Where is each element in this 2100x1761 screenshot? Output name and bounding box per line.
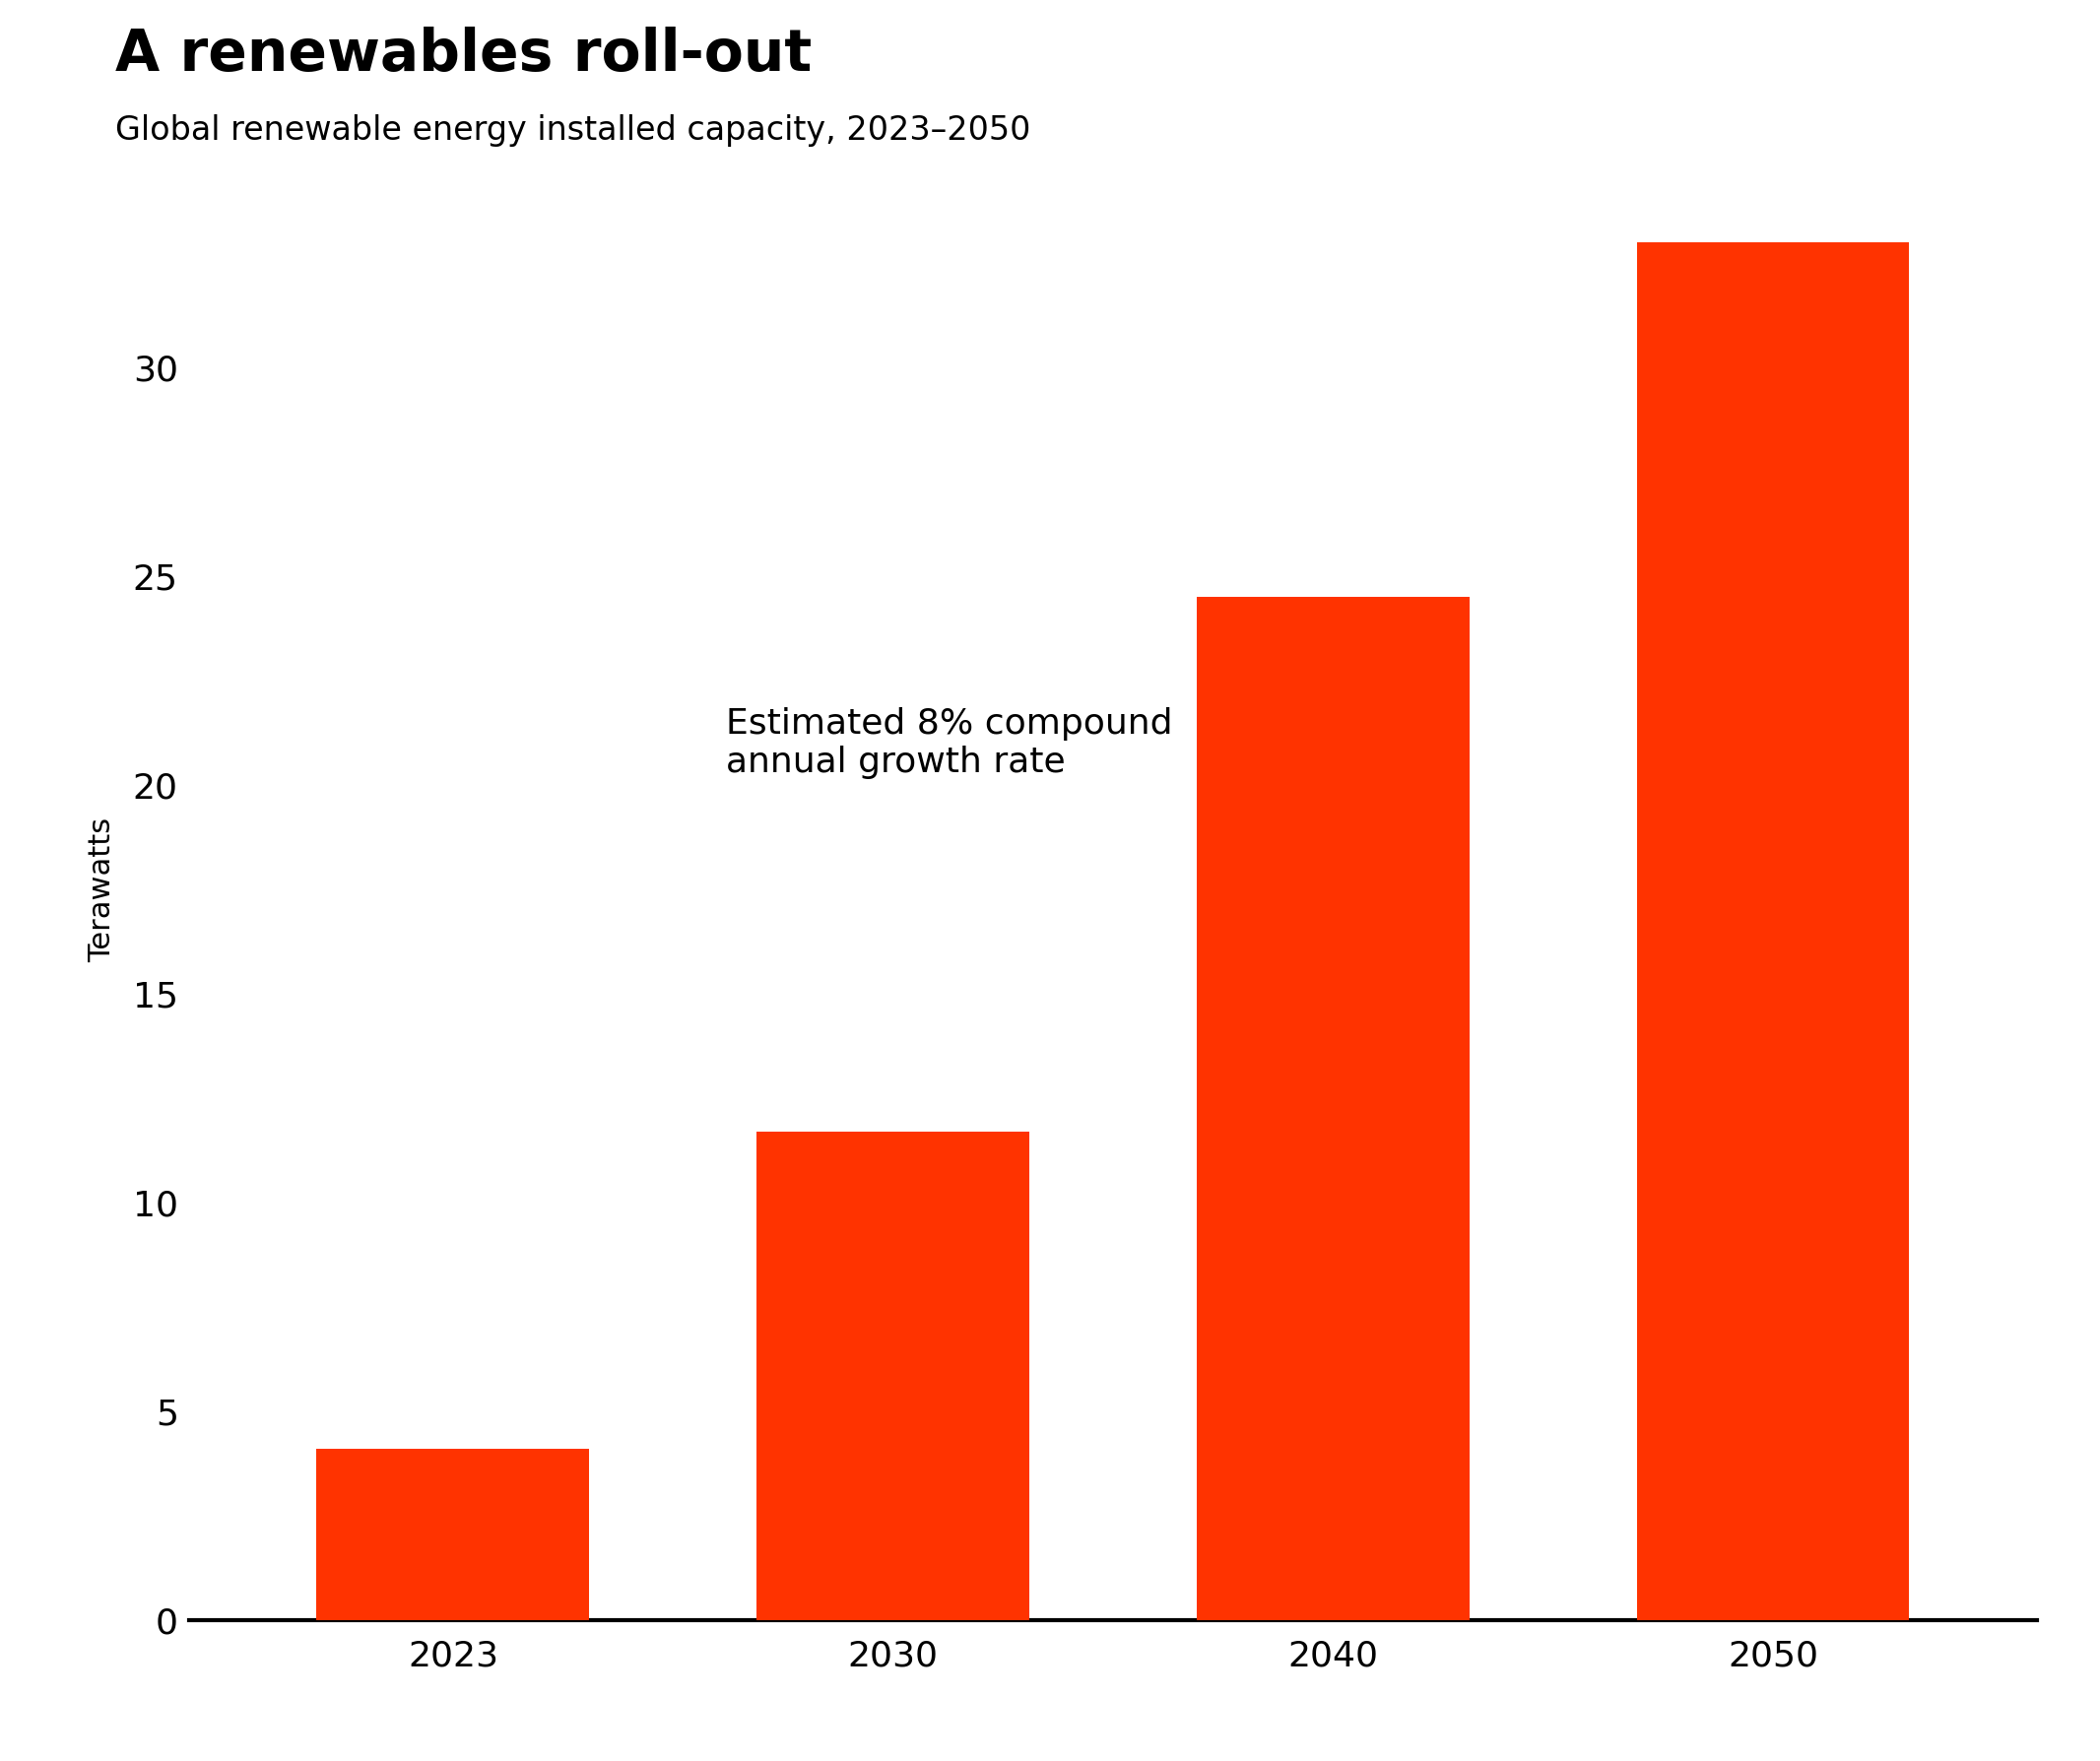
- Text: Global renewable energy installed capacity, 2023–2050: Global renewable energy installed capaci…: [116, 114, 1031, 146]
- Y-axis label: Terawatts: Terawatts: [88, 817, 116, 962]
- Text: A renewables roll-out: A renewables roll-out: [116, 26, 813, 83]
- Bar: [1197, 597, 1470, 1620]
- Bar: [756, 1132, 1029, 1620]
- Bar: [1636, 241, 1909, 1620]
- Text: Estimated 8% compound
annual growth rate: Estimated 8% compound annual growth rate: [727, 706, 1172, 780]
- Bar: [317, 1449, 590, 1620]
